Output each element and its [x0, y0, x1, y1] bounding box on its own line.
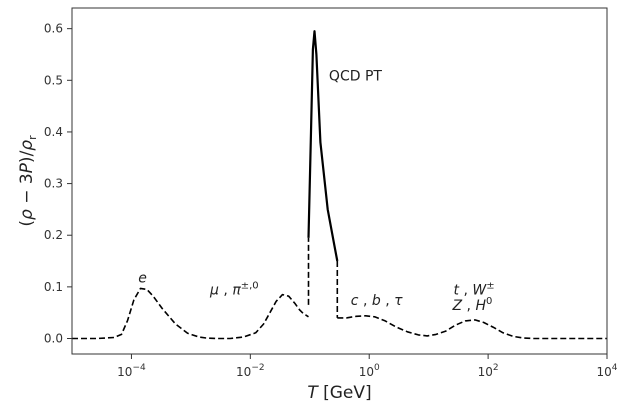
y-tick-label: 0.4 [44, 125, 63, 139]
x-axis-title: T [GeV] [307, 383, 371, 403]
y-axis: 0.0 0.1 0.2 0.3 0.4 0.5 0.6 [44, 22, 72, 346]
annotation-cbtau: c , b , τ [351, 293, 403, 309]
series-segment-1 [72, 287, 309, 340]
plot-frame [71, 7, 608, 355]
x-axis: 10−4 10−2 100 102 104 [117, 354, 618, 379]
annotation-t-w: t , W± [454, 281, 495, 299]
annotation-muon-pion: μ , π±,0 [209, 281, 259, 299]
x-tick-label: 10−2 [236, 363, 265, 379]
x-tick-label: 10−4 [117, 363, 146, 379]
x-tick-label: 100 [359, 363, 380, 379]
series-segment-5 [337, 314, 607, 340]
y-tick-label: 0.2 [44, 228, 63, 242]
plot-lines [72, 30, 607, 340]
series-segment-3 [307, 30, 339, 262]
y-tick-label: 0.3 [44, 177, 63, 191]
y-axis-title: (ρ − 3P)/ρr [17, 135, 39, 227]
annotation-electron: e [138, 271, 147, 287]
x-tick-label: 104 [596, 363, 617, 379]
annotation-z-h: Z , H0 [452, 296, 493, 314]
annotation-qcd-pt: QCD PT [329, 68, 382, 84]
annotations: e μ , π±,0 QCD PT c , b , τ t , W± Z , H… [138, 68, 494, 314]
x-tick-label: 102 [478, 363, 499, 379]
y-tick-label: 0.6 [44, 22, 63, 36]
y-tick-label: 0.0 [44, 332, 63, 346]
y-tick-label: 0.1 [44, 280, 63, 294]
y-tick-label: 0.5 [44, 73, 63, 87]
